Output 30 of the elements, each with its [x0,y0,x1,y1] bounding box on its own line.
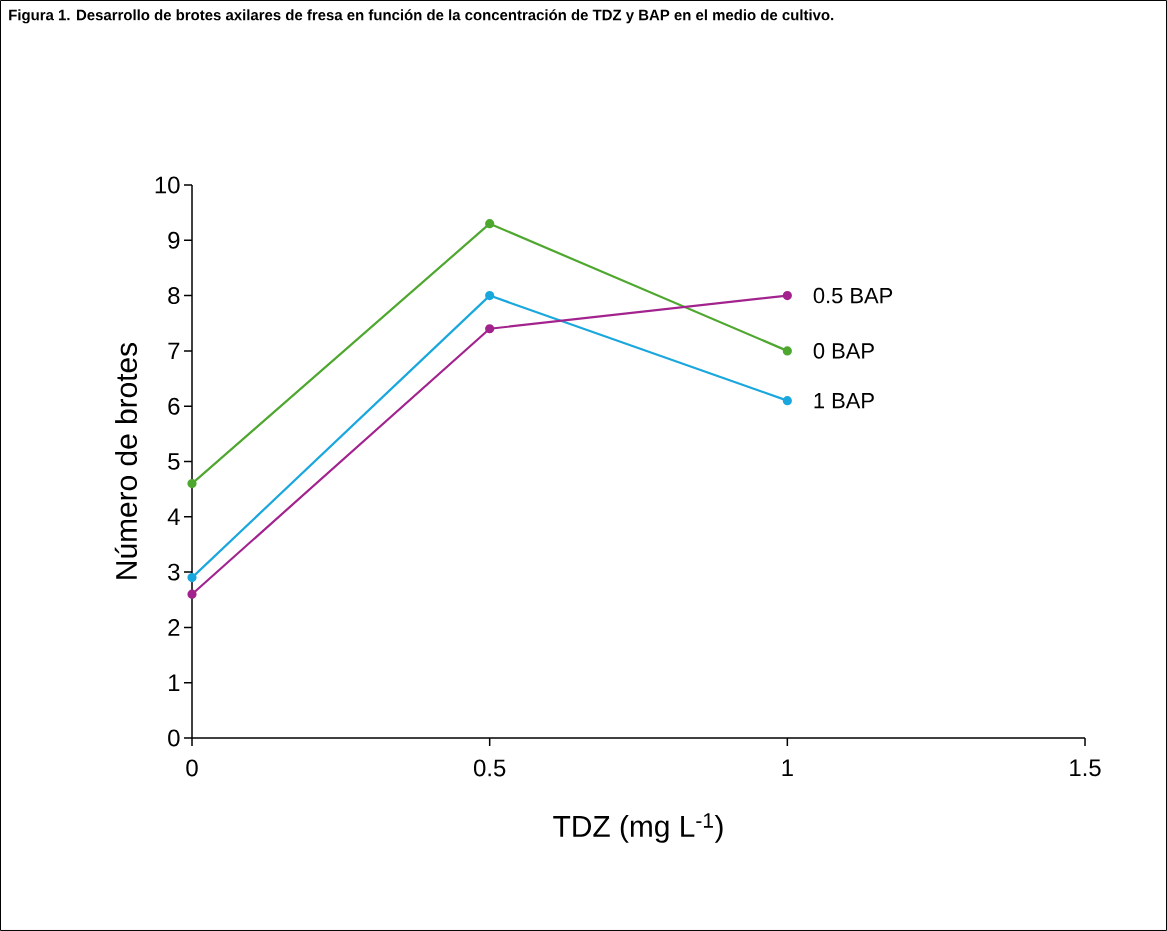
point [187,589,197,599]
point [782,396,792,406]
y-tick-label: 8 [168,287,180,305]
x-tick-label: 1.5 [1070,759,1101,777]
point [485,290,495,301]
y-tick-label: 1 [169,674,180,691]
chart-title: Figura 1. Desarrollo de brotes axilares de fresa en función de la concentración de TDZ y BAP en el medio de cultivo. [9,9,834,24]
y-axis-title: Número de brotes [114,343,138,579]
point [782,346,792,356]
y-tick-label: 6 [168,397,180,415]
y-tick-label: 9 [168,231,180,249]
point [187,479,197,489]
y-tick-label: 3 [168,563,180,581]
y-tick-label: 4 [167,508,180,526]
point [485,324,495,334]
point [485,219,495,229]
y-tick-label: 7 [168,342,180,360]
point [782,290,792,301]
y-tick-label: 10 [155,176,180,194]
x-tick-label: 1 [782,759,793,776]
point [187,573,197,583]
y-tick-label: 5 [168,453,180,470]
y-tick-label: 2 [168,619,180,636]
series-label: 0 BAP [813,343,874,359]
x-axis-title: TDZ (mg L$^{-1}$) [553,813,723,843]
x-tick-label: 0 [186,759,198,777]
series-label: 0.5 BAP [813,287,893,304]
y-tick-label: 0 [168,729,180,747]
x-tick-label: 0.5 [473,759,506,777]
series-label: 1 BAP [814,393,874,409]
